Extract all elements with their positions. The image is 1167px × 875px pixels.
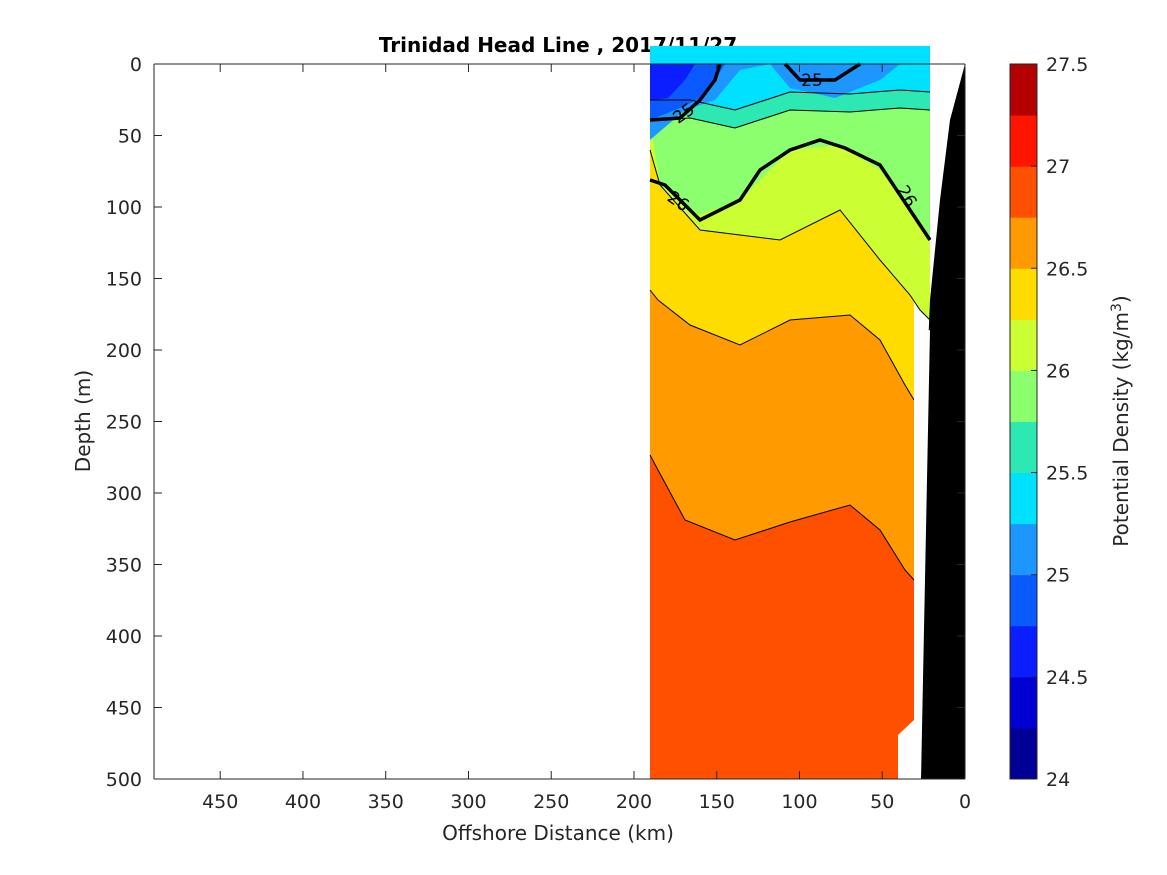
colorbar-tick-label: 25 xyxy=(1046,565,1070,587)
colorbar-tick-label: 26.5 xyxy=(1046,258,1088,280)
y-tick-label: 250 xyxy=(106,412,142,434)
x-tick-label: 200 xyxy=(616,791,652,813)
density-band-26.5-26.75 xyxy=(650,290,914,580)
density-band-25.75-26 xyxy=(650,100,930,240)
x-tick-label: 100 xyxy=(781,791,817,813)
y-tick-label: 0 xyxy=(130,54,142,76)
x-tick-label: 400 xyxy=(285,791,321,813)
y-axis-label: Depth (m) xyxy=(71,370,95,472)
x-tick-label: 0 xyxy=(959,791,971,813)
colorbar-cell xyxy=(1010,64,1037,116)
colorbar-tick-label: 24.5 xyxy=(1046,667,1088,689)
colorbar-tick-label: 26 xyxy=(1046,360,1070,382)
colorbar-tick-label: 27 xyxy=(1046,156,1070,178)
colorbar-frame xyxy=(1009,63,1038,780)
bathymetry-gap xyxy=(898,330,930,779)
x-tick-label: 50 xyxy=(870,791,894,813)
colorbar-cell xyxy=(1010,676,1037,729)
contour-line xyxy=(649,107,931,129)
contour-line xyxy=(649,454,915,581)
y-tick-label: 200 xyxy=(106,340,142,362)
x-tick-label: 450 xyxy=(202,791,238,813)
colorbar-label-superscript: 3 xyxy=(1109,303,1125,312)
y-axis: 0 50 100 150 200 250 300 350 400 450 500 Depth (m) xyxy=(71,54,966,791)
x-axis: 450 400 350 300 250 200 150 100 50 0 Offshore Dis… xyxy=(154,63,971,845)
x-tick-label: 350 xyxy=(368,791,404,813)
colorbar-cell xyxy=(1010,166,1037,218)
colorbar-label: Potential Density (kg/m3) xyxy=(1109,295,1133,546)
x-tick-label: 300 xyxy=(450,791,486,813)
colorbar-label-main: Potential Density (kg/m xyxy=(1109,312,1133,547)
y-tick-label: 100 xyxy=(106,197,142,219)
colorbar-cell xyxy=(1010,421,1037,474)
colorbar-cell xyxy=(1010,574,1037,627)
contour-line xyxy=(649,149,931,321)
colorbar-cell xyxy=(1010,319,1037,371)
labeled-contours xyxy=(649,62,932,241)
y-tick-label: 150 xyxy=(106,269,142,291)
density-band-24.5-24.75 xyxy=(650,64,695,100)
contour-label-25-east: 25 xyxy=(801,71,823,91)
y-tick-label: 450 xyxy=(106,698,142,720)
x-axis-label: Offshore Distance (km) xyxy=(442,821,674,845)
colorbar-cell xyxy=(1010,115,1037,167)
colorbar-cell xyxy=(1010,625,1037,678)
y-tick-label: 50 xyxy=(118,126,142,148)
colorbar-cell xyxy=(1010,370,1037,422)
x-tick-label: 250 xyxy=(533,791,569,813)
density-bands xyxy=(650,46,930,779)
bathymetry-shelf xyxy=(921,64,965,779)
thin-contours xyxy=(649,89,931,581)
contour-line-25-east xyxy=(783,62,861,82)
x-tick-label: 150 xyxy=(699,791,735,813)
colorbar-tick-label: 24 xyxy=(1046,769,1070,791)
colorbar-cell xyxy=(1010,217,1037,269)
colorbar-cell xyxy=(1010,472,1037,525)
y-tick-label: 400 xyxy=(106,626,142,648)
density-band-26.75-27 xyxy=(650,455,914,779)
y-tick-label: 300 xyxy=(106,483,142,505)
colorbar-tick-label: 25.5 xyxy=(1046,463,1088,485)
y-tick-label: 500 xyxy=(106,769,142,791)
colorbar-cell xyxy=(1010,268,1037,320)
y-tick-label: 350 xyxy=(106,555,142,577)
colorbar-cell xyxy=(1010,727,1037,780)
colorbar-tick-label: 27.5 xyxy=(1046,54,1088,76)
contour-line-26 xyxy=(649,138,932,241)
contour-line xyxy=(649,289,915,401)
contour-line-25 xyxy=(649,63,722,122)
colorbar-label-suffix: ) xyxy=(1109,295,1133,303)
colorbar-cell xyxy=(1010,523,1037,576)
contour-line xyxy=(650,89,931,111)
colorbar: 24 24.5 25 25.5 26 26.5 27 27.5 Potential Densi… xyxy=(1009,54,1133,791)
